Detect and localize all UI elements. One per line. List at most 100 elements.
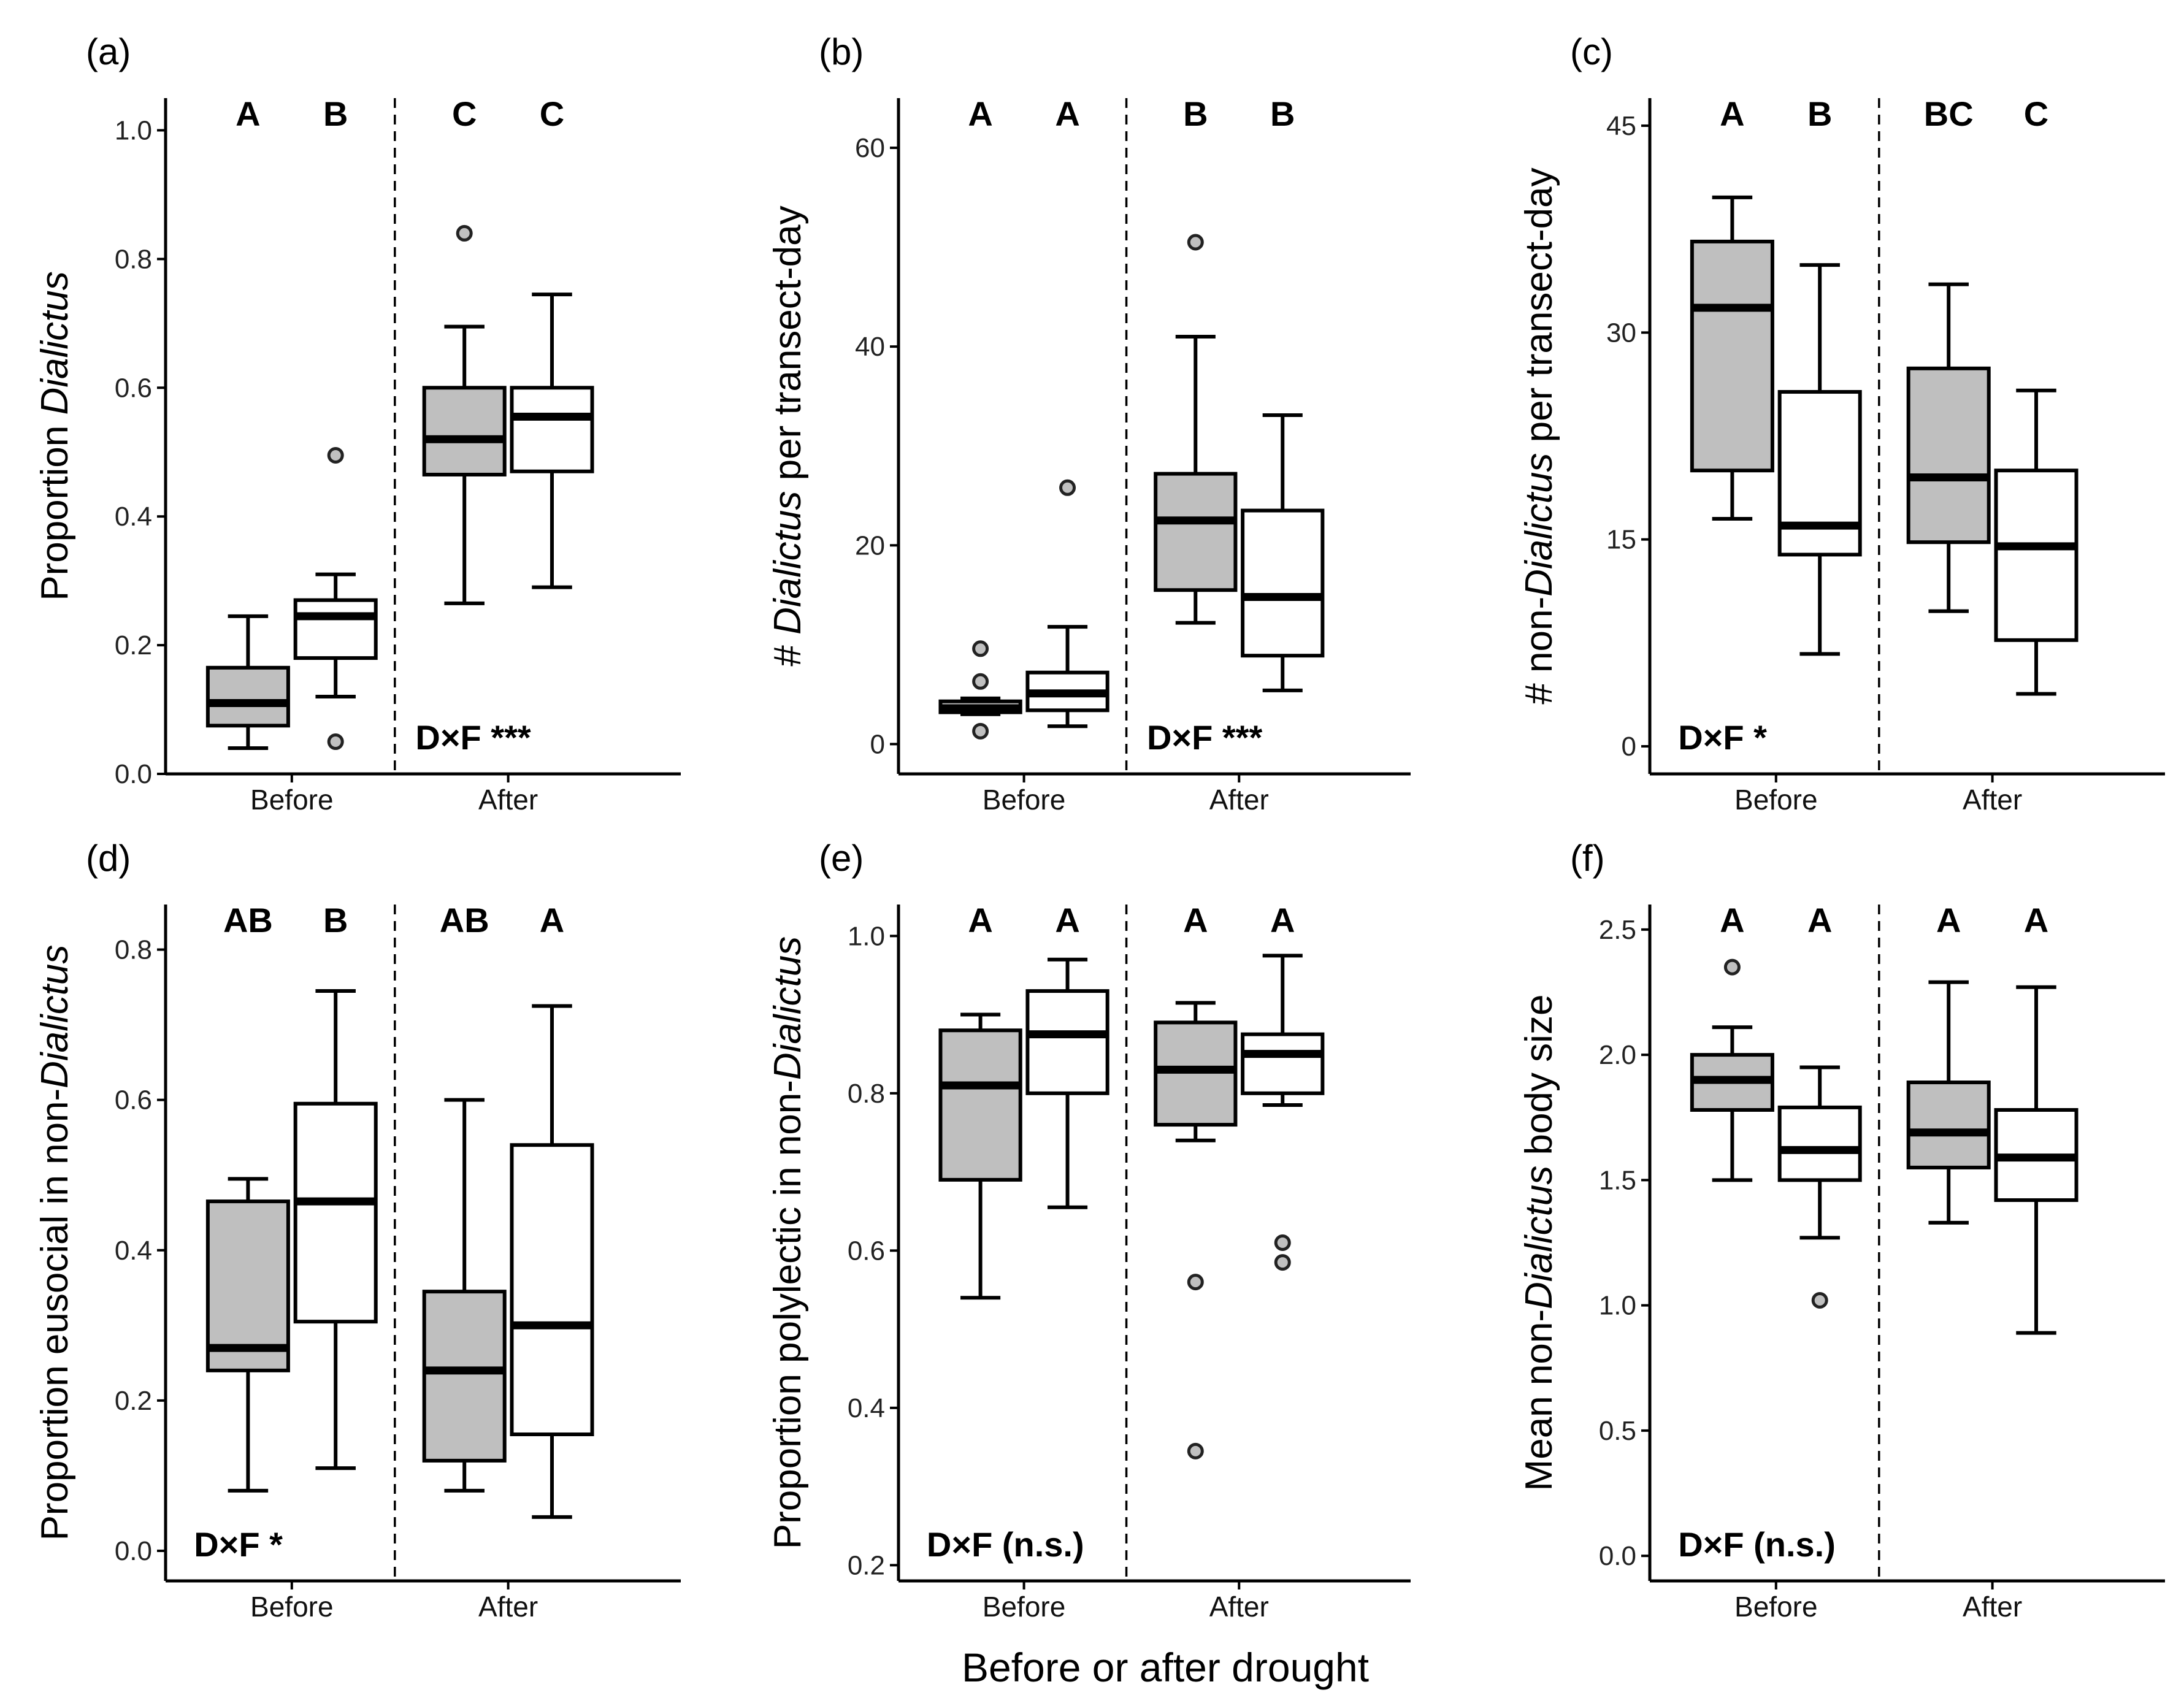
x-tick-label-after: After	[1963, 1591, 2022, 1623]
y-axis-label-part: Proportion eusocial in non-	[34, 1088, 76, 1541]
y-tick-label: 0.8	[115, 935, 152, 965]
box-1: A	[1690, 901, 1774, 1182]
outlier-point	[972, 673, 989, 690]
significance-letter: AB	[440, 901, 489, 939]
panel-e: (e) Proportion polylectic in non-Dialictu…	[767, 838, 1411, 1623]
y-tick-label: 1.5	[1599, 1165, 1636, 1195]
box-2: B	[1777, 94, 1862, 656]
y-axis-label-part: Dialictus	[34, 271, 76, 415]
significance-letter: AB	[223, 901, 273, 939]
x-tick-label-before: Before	[250, 784, 334, 816]
outlier-point	[972, 722, 989, 740]
panels-layer: (a) Proportion Dialictus 0.0 0.2 0.4 0.6 0.8 1.…	[34, 31, 2165, 1623]
significance-letter: A	[1720, 901, 1744, 939]
y-axis-label: Mean non-Dialictus body size	[1518, 995, 1560, 1491]
panel-b: (b) # Dialictus per transect-day 0 20 40 60 Be…	[767, 31, 1411, 816]
box-iqr	[205, 1199, 290, 1372]
box-3: C	[422, 94, 507, 605]
y-tick-label: 45	[1606, 111, 1636, 141]
significance-letter: BC	[1924, 94, 1974, 133]
y-tick-label: 20	[855, 530, 885, 560]
panel-c: (c) # non-Dialictus per transect-day 0 15 30…	[1518, 31, 2165, 816]
box-iqr	[510, 386, 594, 473]
outlier-point	[1723, 958, 1741, 976]
panel-label: (c)	[1570, 31, 1613, 72]
y-tick-label: 0	[870, 729, 885, 759]
y-tick-label: 0.2	[115, 630, 152, 660]
box-iqr	[1241, 1032, 1325, 1095]
y-axis-label-part: per transect-day	[1518, 167, 1560, 453]
box-iqr	[422, 1290, 507, 1463]
y-tick-label: 0.0	[115, 759, 152, 789]
box-iqr	[1906, 1081, 1991, 1169]
panel-d: (d) Proportion eusocial in non-Dialictus 0…	[34, 838, 681, 1623]
significance-letter: B	[1807, 94, 1832, 133]
y-tick-label: 0.4	[115, 1236, 152, 1266]
significance-letter: C	[540, 94, 564, 133]
box-3: BC	[1906, 94, 1991, 613]
y-tick-label: 0.4	[848, 1393, 885, 1423]
box-4: B	[1241, 94, 1325, 692]
box-4: A	[1241, 901, 1325, 1271]
box-iqr	[1025, 989, 1109, 1095]
interaction-stat: D×F (n.s.)	[927, 1525, 1084, 1564]
significance-letter: B	[323, 94, 348, 133]
significance-letter: A	[1807, 901, 1832, 939]
box-1: AB	[205, 901, 290, 1493]
x-tick-label-before: Before	[1734, 1591, 1818, 1623]
panel-f: (f) Mean non-Dialictus body size 0.0 0.5 1.0…	[1518, 838, 2165, 1623]
y-tick-label: 30	[1606, 318, 1636, 348]
box-1: A	[938, 901, 1022, 1300]
box-2: B	[293, 94, 378, 751]
significance-letter: A	[540, 901, 564, 939]
outlier-point	[1059, 479, 1076, 496]
y-tick-label: 0.4	[115, 502, 152, 532]
box-2: A	[1777, 901, 1862, 1309]
interaction-stat: D×F ***	[1147, 718, 1262, 757]
y-tick-label: 40	[855, 332, 885, 362]
y-axis-label: Proportion Dialictus	[34, 271, 76, 601]
box-3: AB	[422, 901, 507, 1493]
significance-letter: A	[1936, 901, 1961, 939]
panel-label: (e)	[819, 838, 864, 879]
y-tick-label: 0.8	[848, 1079, 885, 1109]
box-2: B	[293, 901, 378, 1471]
y-tick-label: 0.0	[1599, 1541, 1636, 1571]
y-axis-label-part: # non-	[1518, 597, 1560, 705]
interaction-stat: D×F (n.s.)	[1678, 1525, 1836, 1564]
outlier-point	[327, 446, 344, 464]
y-tick-label: 0.8	[115, 244, 152, 274]
significance-letter: A	[968, 901, 992, 939]
y-axis-label-part: body size	[1518, 995, 1560, 1166]
significance-letter: A	[1055, 94, 1079, 133]
y-tick-label: 1.0	[848, 921, 885, 951]
outlier-point	[327, 733, 344, 751]
significance-letter: B	[323, 901, 348, 939]
outlier-point	[1274, 1234, 1291, 1251]
box-iqr	[510, 1143, 594, 1437]
significance-letter: A	[236, 94, 260, 133]
outlier-point	[1811, 1291, 1828, 1309]
significance-letter: C	[452, 94, 477, 133]
x-tick-label-before: Before	[1734, 784, 1818, 816]
x-tick-label-after: After	[478, 784, 538, 816]
outlier-point	[1187, 1442, 1204, 1459]
significance-letter: A	[1183, 901, 1208, 939]
interaction-stat: D×F *	[194, 1525, 283, 1564]
y-axis-label: Proportion eusocial in non-Dialictus	[34, 945, 76, 1541]
outlier-point	[456, 224, 473, 242]
panel-label: (b)	[819, 31, 864, 72]
y-axis-label-part: per transect-day	[767, 205, 809, 491]
outlier-point	[972, 640, 989, 657]
outlier-point	[1274, 1254, 1291, 1271]
box-iqr	[293, 1101, 378, 1324]
y-tick-label: 2.5	[1599, 915, 1636, 945]
box-2: A	[1025, 94, 1109, 729]
significance-letter: A	[1270, 901, 1295, 939]
y-axis-label-part: Proportion	[34, 415, 76, 601]
outlier-point	[1187, 234, 1204, 251]
significance-letter: A	[1720, 94, 1744, 133]
y-axis-label: Proportion polylectic in non-Dialictus	[767, 936, 809, 1549]
y-tick-label: 1.0	[1599, 1291, 1636, 1321]
